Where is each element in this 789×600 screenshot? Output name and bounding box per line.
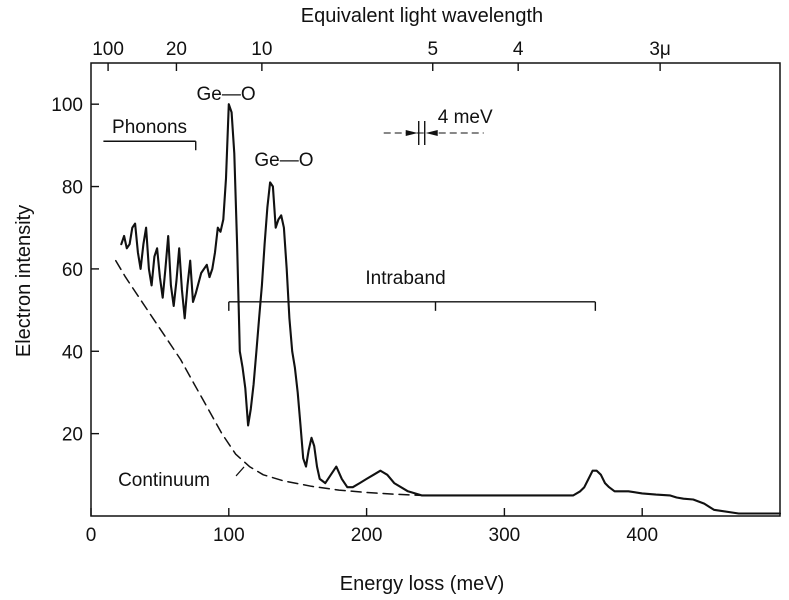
y-axis-title: Electron intensity: [13, 205, 35, 357]
x-tick-label: 100: [213, 525, 245, 546]
y-tick-label: 40: [62, 342, 83, 363]
top-axis-title: Equivalent light wavelength: [301, 5, 543, 27]
top-tick-label: 10: [251, 39, 272, 60]
y-tick-label: 60: [62, 260, 83, 281]
annotation-group: Phonons Ge—O Ge—O 4 meV Intraband Contin…: [103, 84, 597, 491]
x-tick-label: 300: [489, 525, 521, 546]
resolution-marker: [383, 121, 484, 146]
top-tick-label: 100: [92, 39, 124, 60]
y-tick-label: 20: [62, 425, 83, 446]
plot-frame: [90, 62, 781, 517]
intraband-label: Intraband: [365, 268, 445, 289]
x-tick-label: 200: [351, 525, 383, 546]
resolution-label: 4 meV: [438, 107, 493, 128]
top-tick-label: 20: [166, 39, 187, 60]
continuum-pointer: [235, 466, 245, 477]
resolution-right-arrow: [425, 130, 438, 137]
intraband-bracket: [228, 301, 597, 311]
x-axis-title: Energy loss (meV): [340, 573, 505, 595]
continuum-label: Continuum: [118, 470, 210, 491]
y-tick-label: 80: [62, 178, 83, 199]
tick-group: 0 100 200 300 400 20 40 60 80 100 100 20 10 5 4 3μ: [51, 39, 671, 546]
series-group: [115, 103, 782, 515]
top-tick-label: 5: [427, 39, 438, 60]
x-tick-label: 0: [86, 525, 97, 546]
resolution-left-arrow: [405, 130, 418, 137]
spectrum-line: [120, 103, 782, 515]
top-tick-label: 4: [513, 39, 524, 60]
top-tick-label: 3μ: [649, 39, 671, 60]
continuum-dashed-line: [115, 259, 423, 497]
ge-o-label-2: Ge—O: [254, 150, 313, 171]
ge-o-label-1: Ge—O: [196, 84, 255, 105]
x-tick-label: 400: [626, 525, 658, 546]
y-tick-label: 100: [51, 95, 83, 116]
phonons-label: Phonons: [112, 117, 187, 138]
